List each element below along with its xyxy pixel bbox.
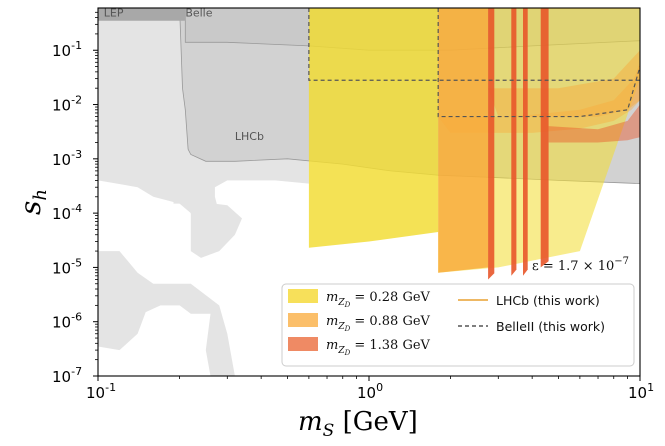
legend-box <box>281 283 635 367</box>
legend-label: mZD = 0.28 GeV <box>326 290 431 309</box>
light-exclusion-region <box>98 8 235 376</box>
region-label: LHCb <box>235 130 264 143</box>
epsilon-annotation: ε = 1.7 × 10−7 <box>532 256 629 274</box>
region-label: LEP <box>104 6 124 19</box>
y-tick-label: 10-2 <box>52 94 82 115</box>
series-0.28-region <box>308 8 439 248</box>
legend-swatch <box>288 313 318 327</box>
sensitivity-lines <box>308 8 640 118</box>
y-tick-label: 10-7 <box>52 365 82 386</box>
legend-line-label: BelleII (this work) <box>496 319 605 334</box>
legend-label: mZD = 0.88 GeV <box>326 314 431 333</box>
x-axis-label: mS [GeV] <box>298 407 418 441</box>
y-tick-label: 10-1 <box>52 39 82 60</box>
light-exclusion-region <box>173 158 211 204</box>
series-1.38-band <box>548 104 640 143</box>
series-1.38-spike <box>540 8 549 268</box>
legend-swatch <box>288 289 318 303</box>
region-label: Belle <box>185 6 212 19</box>
x-tick-label: 101 <box>628 381 654 402</box>
legend-swatch <box>288 337 318 351</box>
legend: mZD = 0.28 GeV mZD = 0.88 GeV mZD = 1.38 G… <box>281 283 635 367</box>
axis-ticks: 10-1 100 101 10-7 10-6 10-5 10-4 10-3 10-2 10-1 <box>52 11 654 402</box>
exclusion-series <box>308 8 640 280</box>
epsilon-label: ε = 1.7 × 10−7 <box>532 256 629 274</box>
axis-labels: mS [GeV] sh <box>14 189 418 441</box>
legend-line-label: LHCb (this work) <box>496 293 600 308</box>
y-axis-label: sh <box>14 189 51 215</box>
lep-exclusion-region <box>98 8 186 21</box>
y-tick-label: 10-5 <box>52 256 82 277</box>
series-0.88-region <box>438 8 489 273</box>
y-tick-label: 10-4 <box>52 202 82 223</box>
belleii-line <box>437 8 640 118</box>
region-labels: LEP Belle LHCb <box>104 6 264 143</box>
y-tick-label: 10-6 <box>52 311 82 332</box>
x-tick-label: 100 <box>357 381 383 402</box>
series-1.38-spike <box>488 8 495 280</box>
light-exclusion-region <box>190 202 242 258</box>
legend-label: mZD = 1.38 GeV <box>326 338 431 357</box>
y-tick-label: 10-3 <box>52 148 82 169</box>
x-tick-label: 10-1 <box>86 381 116 402</box>
belleii-line <box>308 8 640 81</box>
series-1.38-spike <box>523 8 528 276</box>
series-1.38-spike <box>511 8 517 276</box>
